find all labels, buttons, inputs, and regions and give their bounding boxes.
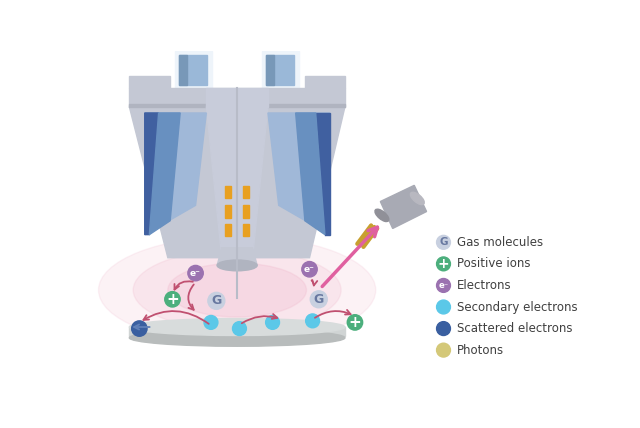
- Ellipse shape: [129, 329, 345, 346]
- Text: G: G: [211, 294, 221, 307]
- Polygon shape: [380, 185, 427, 229]
- Text: +: +: [349, 315, 362, 330]
- Circle shape: [164, 291, 180, 307]
- Polygon shape: [129, 107, 345, 258]
- Polygon shape: [305, 76, 345, 88]
- Polygon shape: [145, 113, 159, 235]
- Polygon shape: [179, 55, 187, 85]
- Polygon shape: [145, 113, 206, 235]
- Text: Scattered electrons: Scattered electrons: [458, 322, 573, 335]
- Circle shape: [436, 321, 451, 336]
- Ellipse shape: [375, 209, 389, 222]
- Polygon shape: [316, 113, 330, 235]
- Ellipse shape: [217, 260, 257, 271]
- Polygon shape: [149, 113, 180, 235]
- Polygon shape: [206, 107, 268, 258]
- Circle shape: [436, 343, 451, 357]
- Text: e⁻: e⁻: [190, 269, 201, 278]
- Circle shape: [436, 300, 451, 314]
- Circle shape: [436, 235, 451, 249]
- Circle shape: [436, 279, 451, 292]
- Text: Gas molecules: Gas molecules: [458, 236, 543, 249]
- Polygon shape: [129, 88, 345, 107]
- Circle shape: [188, 265, 204, 281]
- Polygon shape: [225, 186, 231, 199]
- Ellipse shape: [168, 263, 307, 317]
- Polygon shape: [243, 186, 250, 199]
- Polygon shape: [266, 55, 294, 85]
- Polygon shape: [266, 55, 274, 85]
- Ellipse shape: [99, 236, 376, 344]
- Polygon shape: [179, 55, 207, 85]
- Polygon shape: [243, 205, 250, 218]
- Circle shape: [310, 291, 327, 308]
- Polygon shape: [262, 51, 299, 88]
- Ellipse shape: [129, 318, 345, 336]
- Circle shape: [208, 292, 225, 309]
- Text: +: +: [438, 257, 449, 271]
- Polygon shape: [206, 88, 268, 107]
- Circle shape: [266, 315, 280, 329]
- Polygon shape: [243, 224, 250, 236]
- Ellipse shape: [133, 250, 341, 330]
- Polygon shape: [268, 113, 330, 235]
- Circle shape: [306, 314, 319, 328]
- Text: Secondary electrons: Secondary electrons: [458, 300, 578, 313]
- Text: e⁻: e⁻: [304, 265, 315, 274]
- Text: G: G: [314, 293, 324, 306]
- Circle shape: [436, 257, 451, 271]
- Polygon shape: [217, 248, 257, 265]
- Text: Positive ions: Positive ions: [458, 257, 531, 270]
- Text: Photons: Photons: [458, 344, 504, 357]
- Polygon shape: [129, 76, 170, 88]
- Circle shape: [132, 321, 147, 336]
- Polygon shape: [225, 205, 231, 218]
- Circle shape: [204, 315, 218, 329]
- Text: e⁻: e⁻: [438, 281, 449, 290]
- Circle shape: [302, 262, 317, 277]
- Polygon shape: [129, 104, 345, 107]
- Text: +: +: [166, 292, 179, 307]
- Circle shape: [232, 321, 246, 336]
- Ellipse shape: [410, 192, 424, 205]
- Circle shape: [348, 315, 363, 330]
- Polygon shape: [129, 327, 345, 336]
- Text: Electrons: Electrons: [458, 279, 512, 292]
- Polygon shape: [296, 113, 325, 235]
- Polygon shape: [225, 224, 231, 236]
- Polygon shape: [175, 51, 212, 88]
- Text: G: G: [439, 237, 448, 247]
